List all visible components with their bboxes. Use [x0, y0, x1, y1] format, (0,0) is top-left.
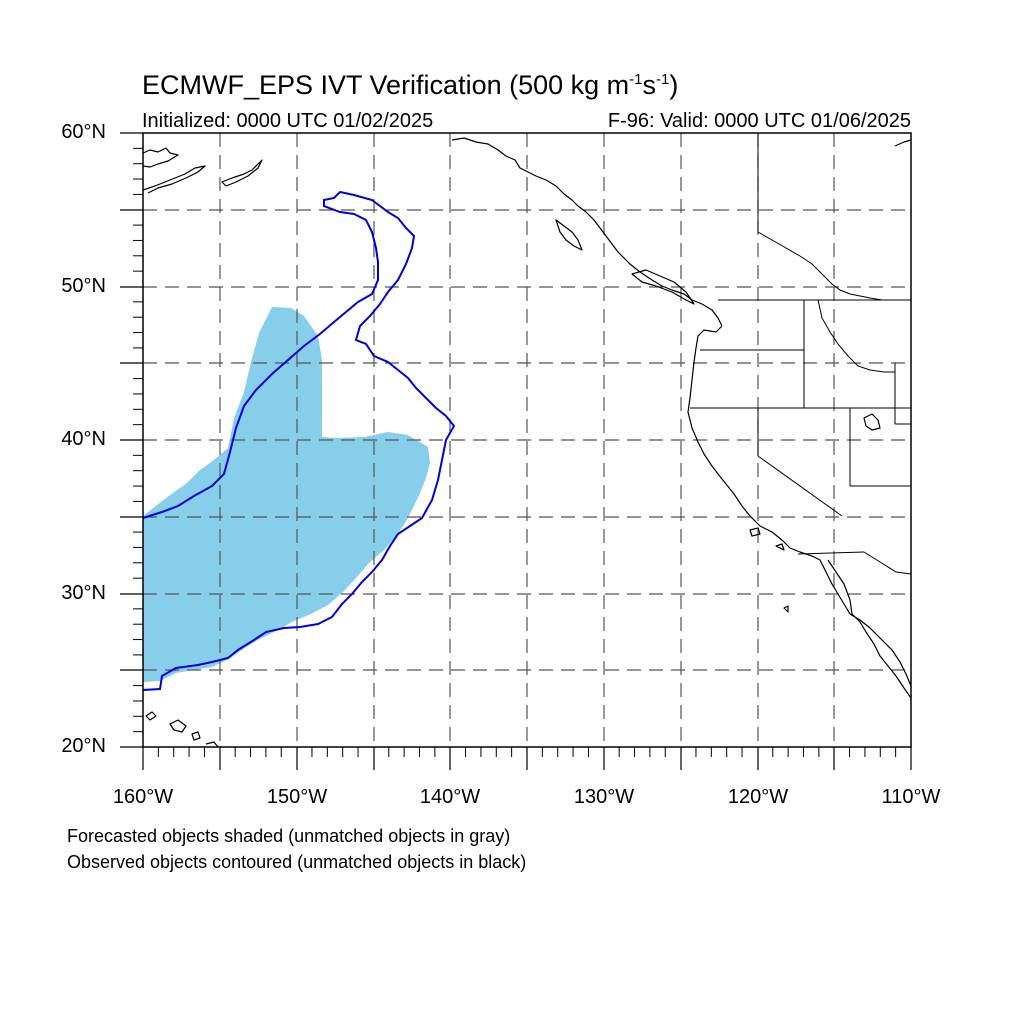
lon-label-150w: 150°W: [266, 786, 328, 808]
lat-label-20n: 20°N: [61, 735, 106, 757]
init-time-label: Initialized: 0000 UTC 01/02/2025: [142, 110, 434, 132]
coastlines: [142, 137, 912, 748]
state-boundaries: [690, 133, 912, 575]
valid-time-label: F-96: Valid: 0000 UTC 01/06/2025: [607, 110, 911, 132]
lon-label-110w: 110°W: [881, 786, 941, 808]
lon-label-130w: 130°W: [573, 786, 635, 808]
caption-observed: Observed objects contoured (unmatched ob…: [67, 852, 527, 872]
lon-label-160w: 160°W: [112, 786, 174, 808]
lon-label-120w: 120°W: [727, 786, 789, 808]
lat-label-50n: 50°N: [61, 275, 106, 297]
chart-title: ECMWF_EPS IVT Verification (500 kg m-1s-…: [142, 70, 679, 100]
lat-label-60n: 60°N: [61, 121, 106, 143]
forecast-object: [143, 307, 430, 682]
lat-label-40n: 40°N: [61, 428, 106, 450]
observed-object-contour: [142, 190, 456, 691]
lat-label-30n: 30°N: [61, 582, 106, 604]
tick-marks: [120, 132, 912, 770]
lon-label-140w: 140°W: [419, 786, 481, 808]
graticule: [143, 133, 911, 747]
minor-ticks: [133, 147, 897, 757]
caption-forecast: Forecasted objects shaded (unmatched obj…: [67, 826, 511, 846]
